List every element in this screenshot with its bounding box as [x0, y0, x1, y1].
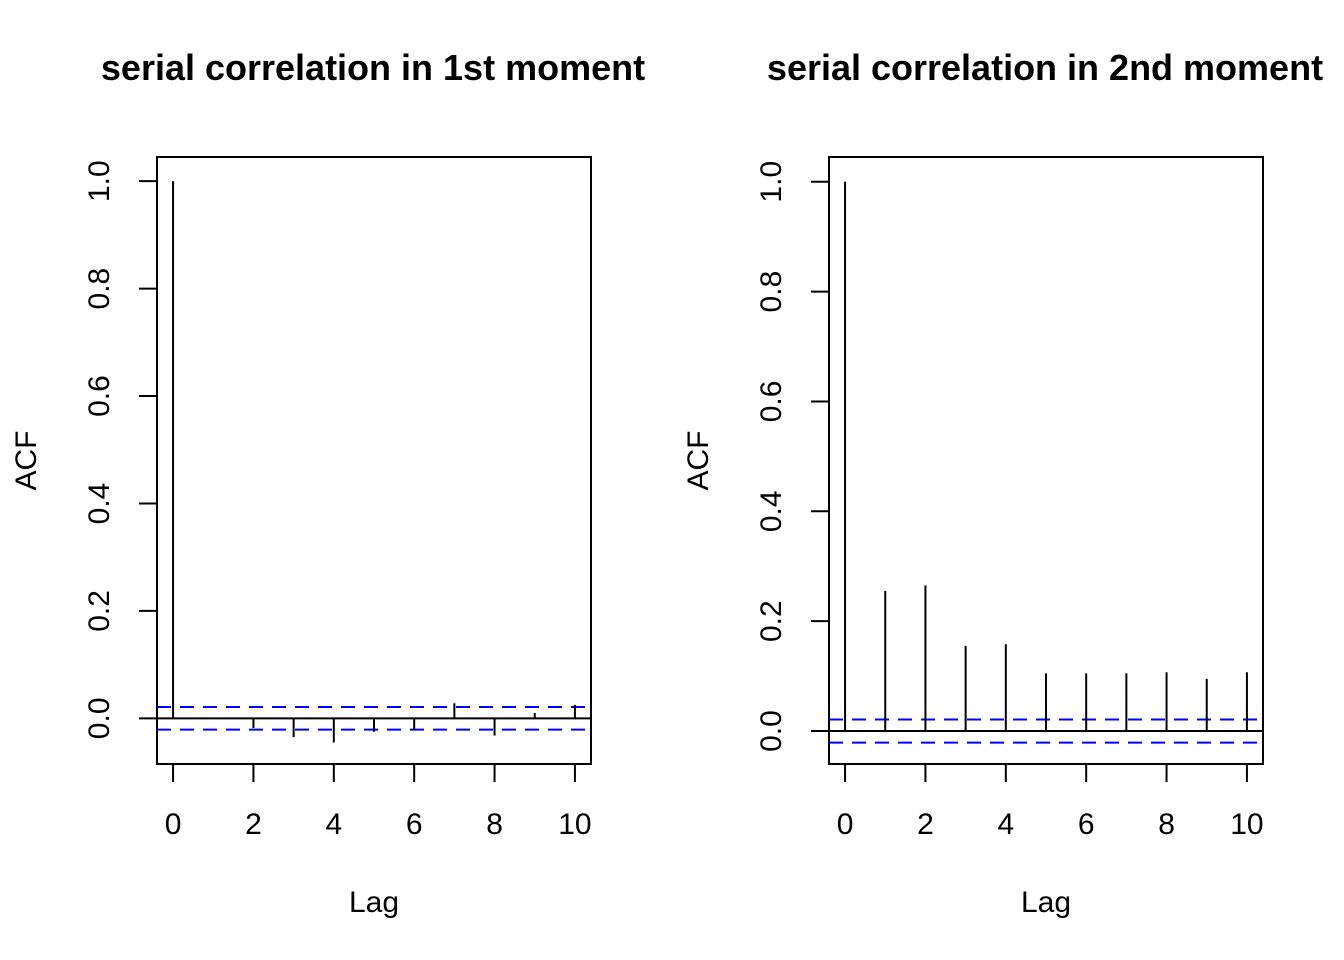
y-tick-label: 0.8 [83, 268, 116, 310]
y-tick-label: 0.6 [83, 375, 116, 417]
x-tick-label: 0 [165, 808, 182, 841]
y-tick-label: 0.0 [755, 710, 788, 752]
acf-panel-2: serial correlation in 2nd moment 0 2 4 6 8 10 0… [682, 47, 1323, 919]
x-tick-label: 2 [245, 808, 262, 841]
y-axis-label: ACF [10, 431, 43, 491]
y-tick-label: 0.2 [83, 590, 116, 632]
x-axis-label: Lag [349, 886, 399, 919]
x-tick-label: 10 [558, 808, 591, 841]
x-tick-label: 8 [1158, 808, 1175, 841]
x-tick-label: 4 [325, 808, 342, 841]
x-tick-label: 8 [486, 808, 503, 841]
x-axis-label: Lag [1021, 886, 1071, 919]
y-tick-label: 1.0 [83, 160, 116, 202]
y-tick-label: 0.6 [755, 381, 788, 423]
y-tick-label: 1.0 [755, 161, 788, 203]
plot-frame [828, 156, 1264, 765]
x-tick-label: 2 [917, 808, 934, 841]
x-tick-label: 6 [406, 808, 423, 841]
chart-title: serial correlation in 1st moment [101, 47, 645, 88]
y-tick-label: 0.4 [83, 483, 116, 525]
plot-frame [156, 156, 592, 765]
y-tick-label: 0.2 [755, 600, 788, 642]
x-tick-label: 10 [1230, 808, 1263, 841]
y-tick-label: 0.8 [755, 271, 788, 313]
chart-title: serial correlation in 2nd moment [767, 47, 1323, 88]
y-tick-label: 0.0 [83, 697, 116, 739]
acf-panel-1: serial correlation in 1st moment 0 2 4 6 8 10 0… [10, 47, 645, 919]
x-tick-label: 6 [1078, 808, 1095, 841]
x-tick-label: 0 [837, 808, 854, 841]
y-tick-label: 0.4 [755, 490, 788, 532]
x-tick-label: 4 [997, 808, 1014, 841]
y-axis-label: ACF [682, 431, 715, 491]
